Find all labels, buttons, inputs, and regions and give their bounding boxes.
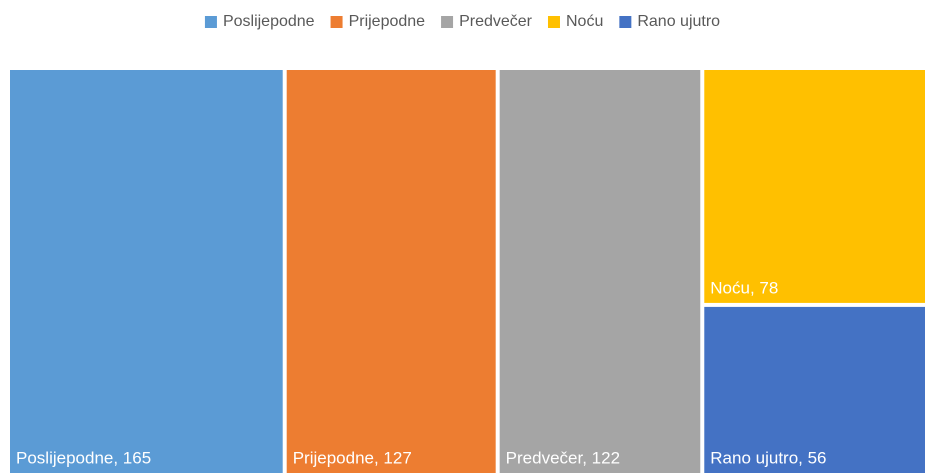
tile-label: Poslijepodne, 165 (16, 448, 151, 467)
legend-swatch (547, 16, 560, 28)
legend-swatch (204, 16, 217, 28)
tile-label: Noću, 78 (710, 278, 778, 297)
legend-label: Poslijepodne (223, 13, 315, 30)
tile (286, 70, 496, 473)
tile-label: Rano ujutro, 56 (710, 448, 826, 467)
tile (704, 70, 925, 303)
tile-label: Prijepodne, 127 (293, 448, 412, 467)
tile (704, 306, 925, 473)
legend-label: Rano ujutro (637, 13, 720, 30)
legend-swatch (619, 16, 632, 28)
tile-label: Predvečer, 122 (506, 448, 620, 467)
legend-label: Prijepodne (349, 13, 426, 30)
legend-swatch (441, 16, 454, 28)
legend-label: Predvečer (459, 13, 533, 30)
tile (10, 70, 283, 473)
tile (499, 70, 701, 473)
legend-swatch (330, 16, 343, 28)
legend-label: Noću (566, 13, 603, 30)
